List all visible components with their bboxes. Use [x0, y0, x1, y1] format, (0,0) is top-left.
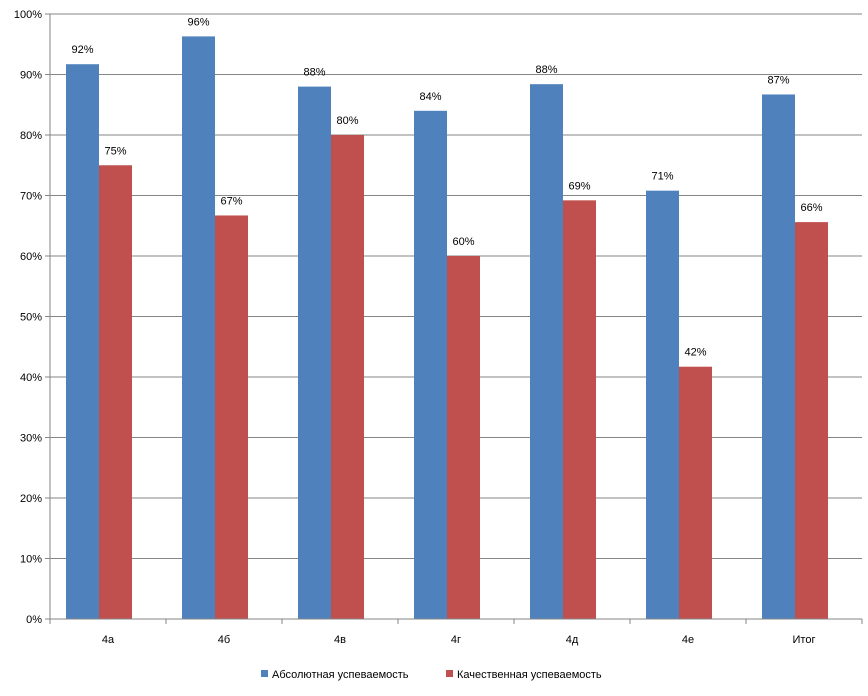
bar	[646, 190, 679, 619]
y-tick-label: 70%	[20, 191, 42, 203]
data-label: 71%	[651, 171, 673, 183]
bar	[762, 94, 795, 620]
bar	[331, 135, 364, 619]
bar	[66, 64, 99, 620]
y-tick-label: 80%	[20, 130, 42, 142]
bars	[66, 36, 828, 620]
bar	[414, 110, 447, 620]
y-tick-label: 0%	[26, 614, 42, 626]
y-tick-label: 60%	[20, 251, 42, 263]
data-label: 96%	[187, 16, 209, 28]
y-tick-label: 100%	[14, 9, 42, 21]
data-label: 69%	[568, 180, 590, 192]
x-tick-label: 4а	[102, 634, 115, 646]
data-label: 75%	[104, 145, 126, 157]
data-label: 42%	[684, 347, 706, 359]
data-label: 80%	[336, 115, 358, 127]
bar	[298, 86, 331, 620]
legend-label: Качественная успеваемость	[457, 669, 602, 681]
bar	[215, 215, 248, 619]
data-label: 67%	[220, 195, 242, 207]
data-labels: 92% 96% 88% 84% 88% 71% 87% 75% 67% 80% 60% 69% 42% 6…	[71, 16, 822, 358]
data-label: 84%	[419, 91, 441, 103]
data-label: 87%	[767, 74, 789, 86]
data-label: 60%	[452, 236, 474, 248]
axes: 0% 10% 20% 30% 40% 50% 60% 70% 80% 90% 100% 4а 4б 4в 4…	[14, 9, 863, 646]
legend-swatch	[446, 670, 453, 677]
y-tick-label: 90%	[20, 70, 42, 82]
x-tick-label: Итог	[793, 634, 816, 646]
x-tick-label: 4б	[218, 634, 230, 646]
legend-swatch	[261, 670, 268, 677]
data-label: 88%	[303, 67, 325, 79]
x-tick-label: 4е	[682, 634, 694, 646]
bar	[99, 165, 132, 619]
bar	[563, 200, 596, 619]
legend: Абсолютная успеваемость Качественная успе…	[261, 669, 602, 681]
y-tick-label: 50%	[20, 312, 42, 324]
y-tick-label: 40%	[20, 372, 42, 384]
bar	[447, 256, 480, 619]
x-tick-label: 4г	[451, 634, 461, 646]
legend-label: Абсолютная успеваемость	[272, 669, 409, 681]
x-tick-label: 4д	[566, 634, 579, 646]
data-label: 92%	[71, 44, 93, 56]
y-tick-label: 10%	[20, 554, 42, 566]
data-label: 66%	[800, 202, 822, 214]
bar	[530, 84, 563, 620]
bar	[679, 366, 712, 619]
bar	[795, 222, 828, 619]
y-tick-label: 30%	[20, 433, 42, 445]
bar	[182, 36, 215, 619]
x-tick-label: 4в	[334, 634, 346, 646]
y-tick-label: 20%	[20, 493, 42, 505]
data-label: 88%	[535, 64, 557, 76]
